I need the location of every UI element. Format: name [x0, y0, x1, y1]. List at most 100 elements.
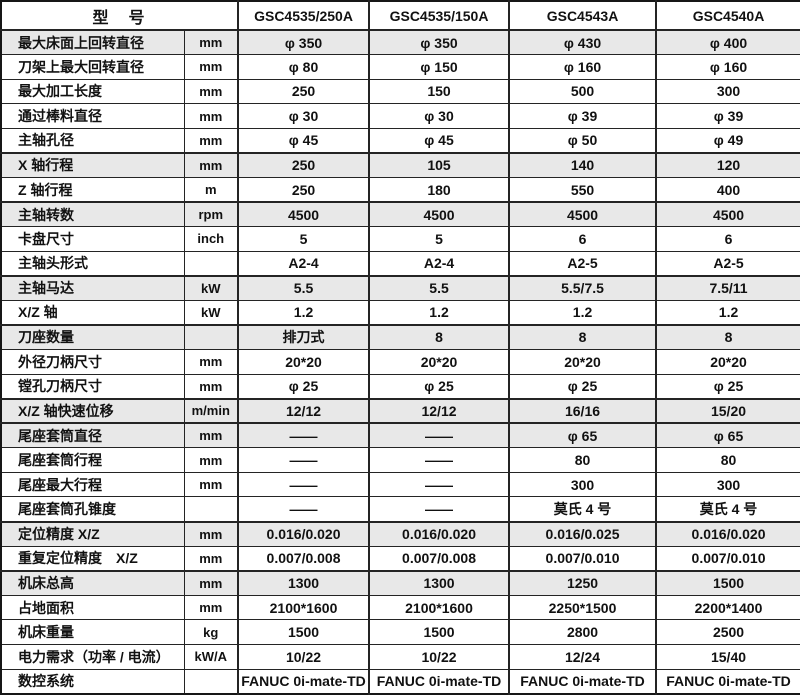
row-label: X/Z 轴: [0, 299, 185, 326]
row-value: 0.016/0.025: [508, 520, 657, 547]
row-value: 8: [508, 323, 657, 351]
row-value: 16/16: [508, 397, 657, 424]
row-value: ——: [368, 496, 510, 523]
row-label: 尾座套筒孔锥度: [0, 496, 185, 523]
row-label: 镗孔刀柄尺寸: [0, 373, 185, 400]
table-row: 重复定位精度 X/Z mm 0.007/0.008 0.007/0.008 0.…: [0, 545, 800, 572]
row-unit: kW/A: [183, 643, 239, 670]
row-label: 主轴转数: [0, 201, 185, 228]
row-value: φ 400: [655, 29, 800, 56]
row-value: 20*20: [237, 349, 370, 375]
row-value: 6: [508, 226, 657, 252]
row-value: 15/40: [655, 643, 800, 670]
row-label: X/Z 轴快速位移: [0, 397, 185, 424]
row-label: 主轴马达: [0, 274, 185, 301]
row-unit: inch: [183, 226, 239, 252]
model-column-header-4: GSC4540A: [655, 0, 800, 31]
row-value: φ 49: [655, 127, 800, 154]
table-row: 占地面积 mm 2100*1600 2100*1600 2250*1500 22…: [0, 594, 800, 621]
table-row: 主轴头形式 A2-4 A2-4 A2-5 A2-5: [0, 250, 800, 277]
row-label: 主轴孔径: [0, 127, 185, 154]
row-value: ——: [368, 422, 510, 449]
row-value: 1.2: [237, 299, 370, 326]
row-unit: mm: [183, 422, 239, 449]
row-unit: [183, 250, 239, 277]
row-value: 1300: [368, 569, 510, 596]
row-value: 1500: [655, 569, 800, 596]
table-row: 刀座数量 排刀式 8 8 8: [0, 323, 800, 351]
row-value: 1.2: [655, 299, 800, 326]
row-unit: mm: [183, 127, 239, 154]
row-value: φ 150: [368, 54, 510, 80]
table-row: Z 轴行程 m 250 180 550 400: [0, 176, 800, 203]
row-value: 250: [237, 176, 370, 203]
row-unit: mm: [183, 151, 239, 178]
row-value: 8: [368, 323, 510, 351]
model-column-header-1: GSC4535/250A: [237, 0, 370, 31]
row-value: 1250: [508, 569, 657, 596]
row-value: 莫氏 4 号: [508, 496, 657, 523]
table-row: X/Z 轴 kW 1.2 1.2 1.2 1.2: [0, 299, 800, 326]
row-value: 10/22: [368, 643, 510, 670]
row-value: 5: [368, 226, 510, 252]
row-unit: [183, 323, 239, 351]
row-value: A2-5: [655, 250, 800, 277]
row-unit: kg: [183, 619, 239, 645]
table-row: 卡盘尺寸 inch 5 5 6 6: [0, 226, 800, 252]
row-label: 通过棒料直径: [0, 103, 185, 129]
model-column-header-3: GSC4543A: [508, 0, 657, 31]
row-unit: mm: [183, 103, 239, 129]
row-value: 排刀式: [237, 323, 370, 351]
row-value: 1500: [368, 619, 510, 645]
row-label: 尾座套筒直径: [0, 422, 185, 449]
table-row: 机床重量 kg 1500 1500 2800 2500: [0, 619, 800, 645]
row-unit: mm: [183, 594, 239, 621]
table-row: 镗孔刀柄尺寸 mm φ 25 φ 25 φ 25 φ 25: [0, 373, 800, 400]
row-label: Z 轴行程: [0, 176, 185, 203]
row-unit: m/min: [183, 397, 239, 424]
row-value: 12/12: [368, 397, 510, 424]
row-value: 2250*1500: [508, 594, 657, 621]
row-value: φ 25: [368, 373, 510, 400]
row-value: φ 25: [508, 373, 657, 400]
row-value: ——: [237, 471, 370, 498]
row-value: 80: [655, 447, 800, 473]
row-value: 0.016/0.020: [368, 520, 510, 547]
row-value: 1500: [237, 619, 370, 645]
row-value: 120: [655, 151, 800, 178]
row-value: 2200*1400: [655, 594, 800, 621]
table-row: 定位精度 X/Z mm 0.016/0.020 0.016/0.020 0.01…: [0, 520, 800, 547]
table-row: 最大床面上回转直径 mm φ 350 φ 350 φ 430 φ 400: [0, 29, 800, 56]
row-value: φ 65: [655, 422, 800, 449]
row-value: ——: [237, 422, 370, 449]
table-row: 尾座套筒孔锥度 —— —— 莫氏 4 号 莫氏 4 号: [0, 496, 800, 523]
row-value: 10/22: [237, 643, 370, 670]
row-label: 机床总高: [0, 569, 185, 596]
row-value: 0.007/0.008: [368, 545, 510, 572]
row-value: 8: [655, 323, 800, 351]
row-value: 2800: [508, 619, 657, 645]
row-value: φ 50: [508, 127, 657, 154]
row-value: φ 39: [655, 103, 800, 129]
row-value: φ 45: [237, 127, 370, 154]
row-value: 150: [368, 78, 510, 105]
row-label: 占地面积: [0, 594, 185, 621]
row-label: 卡盘尺寸: [0, 226, 185, 252]
row-unit: mm: [183, 471, 239, 498]
row-value: φ 350: [237, 29, 370, 56]
row-value: A2-4: [237, 250, 370, 277]
row-value: A2-4: [368, 250, 510, 277]
row-value: 4500: [508, 201, 657, 228]
row-unit: mm: [183, 373, 239, 400]
row-unit: mm: [183, 54, 239, 80]
table-row: 通过棒料直径 mm φ 30 φ 30 φ 39 φ 39: [0, 103, 800, 129]
row-value: 7.5/11: [655, 274, 800, 301]
row-value: 300: [655, 471, 800, 498]
table-row: 外径刀柄尺寸 mm 20*20 20*20 20*20 20*20: [0, 349, 800, 375]
table-row: X/Z 轴快速位移 m/min 12/12 12/12 16/16 15/20: [0, 397, 800, 424]
row-label: 主轴头形式: [0, 250, 185, 277]
row-label: 电力需求（功率 / 电流）: [0, 643, 185, 670]
row-unit: mm: [183, 569, 239, 596]
row-value: 4500: [655, 201, 800, 228]
row-value: 12/24: [508, 643, 657, 670]
